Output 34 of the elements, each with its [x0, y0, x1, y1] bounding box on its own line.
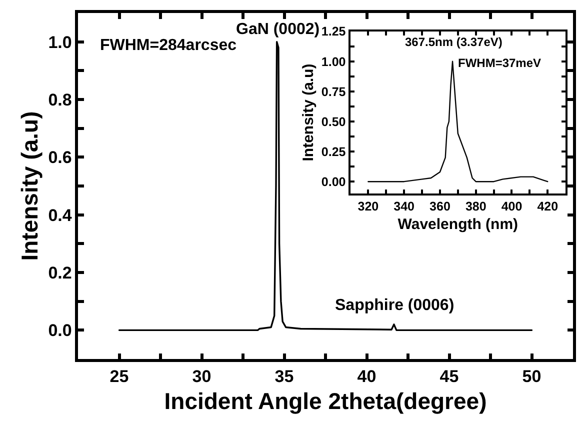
y-tick-label: 1.00	[321, 54, 346, 69]
y-axis-title: Intensity (a.u)	[16, 111, 43, 261]
x-tick-label: 320	[358, 200, 379, 214]
annotation: Sapphire (0006)	[335, 297, 454, 314]
x-tick-label: 35	[274, 367, 294, 386]
y-tick-label: 0.25	[321, 144, 346, 159]
x-tick-label: 360	[430, 200, 450, 214]
y-tick-label: 0.4	[48, 206, 72, 225]
x-tick-label: 420	[537, 200, 558, 214]
y-tick-label: 0.00	[321, 174, 346, 189]
annotation: GaN (0002)	[236, 21, 320, 38]
y-tick-label: 0.50	[321, 114, 346, 129]
annotation: FWHM=284arcsec	[100, 37, 237, 54]
line-series	[368, 60, 548, 182]
x-tick-label: 50	[522, 367, 542, 386]
y-tick-label: 0.0	[48, 321, 72, 340]
y-axis-title: Intensity (a.u)	[300, 64, 318, 162]
x-tick-label: 40	[357, 367, 376, 386]
x-tick-label: 400	[501, 200, 522, 214]
x-tick-label: 45	[440, 367, 459, 386]
x-axis-title: Incident Angle 2theta(degree)	[164, 388, 487, 414]
y-tick-label: 1.0	[48, 32, 72, 52]
y-tick-label: 1.25	[321, 24, 346, 39]
y-tick-label: 0.2	[48, 263, 72, 282]
x-tick-label: 25	[110, 367, 129, 386]
x-tick-label: 340	[394, 200, 415, 214]
x-tick-label: 30	[192, 367, 212, 386]
y-tick-label: 0.75	[321, 84, 346, 99]
x-tick-label: 380	[465, 200, 486, 214]
y-tick-label: 0.8	[48, 90, 72, 110]
annotation: 367.5nm (3.37eV)	[405, 35, 502, 49]
annotation: FWHM=37meV	[458, 56, 542, 70]
y-tick-label: 0.6	[48, 148, 72, 168]
x-axis-title: Wavelength (nm)	[398, 216, 518, 234]
